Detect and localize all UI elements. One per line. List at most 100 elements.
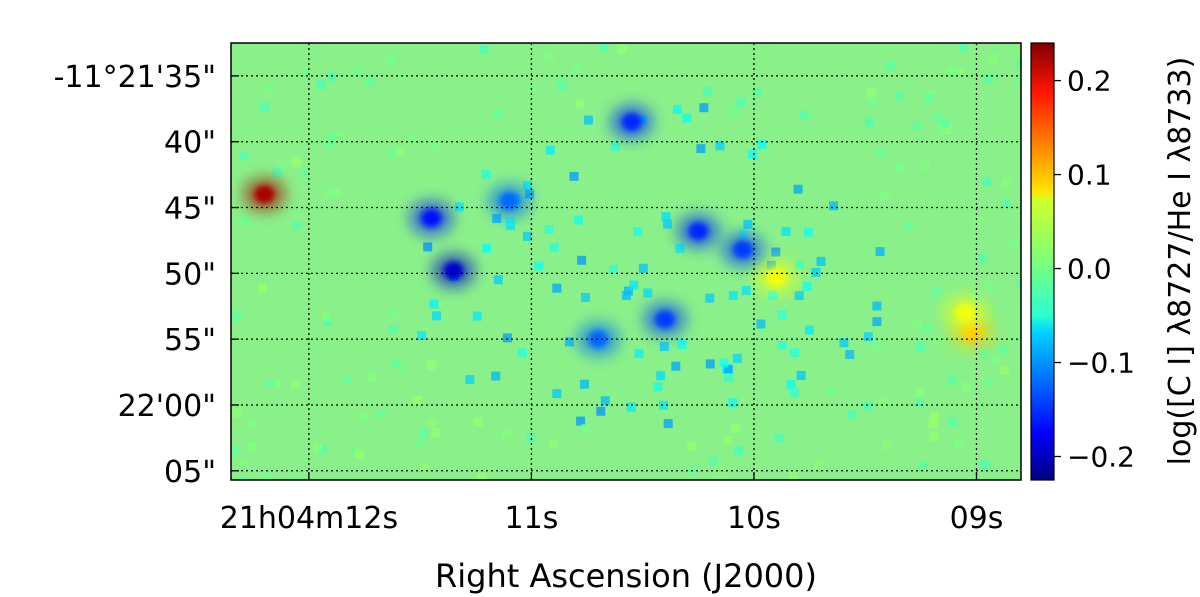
texture-cell	[626, 402, 636, 412]
texture-cell	[581, 424, 590, 434]
texture-cell	[656, 371, 666, 381]
texture-cell	[653, 382, 663, 392]
texture-cell	[501, 428, 511, 438]
texture-cell	[918, 461, 928, 470]
texture-cell	[1009, 238, 1019, 248]
texture-cell	[638, 263, 648, 273]
x-tick-label: 21h04m12s	[220, 501, 398, 536]
texture-cell	[724, 373, 734, 383]
texture-cell	[1017, 279, 1021, 289]
y-axis-ticks: -11°21'35" 40" 45" 50" 55" 22'00" 05"	[54, 60, 239, 490]
texture-cell	[634, 349, 644, 359]
texture-cell	[564, 337, 574, 347]
texture-cell	[300, 168, 310, 178]
texture-cell	[736, 97, 746, 107]
texture-cell	[569, 171, 579, 181]
texture-cell	[324, 188, 334, 198]
x-tick-label: 11s	[505, 501, 559, 536]
texture-cell	[505, 217, 515, 226]
texture-cell	[419, 428, 429, 438]
texture-cell	[948, 375, 958, 385]
texture-cell	[882, 441, 892, 451]
texture-cell	[912, 121, 922, 131]
texture-cell	[240, 477, 250, 480]
texture-cell	[257, 284, 267, 293]
heatmap-features	[242, 104, 994, 358]
texture-cell	[793, 184, 803, 194]
texture-cell	[715, 141, 725, 151]
texture-cell	[600, 396, 610, 406]
texture-cell	[427, 361, 437, 370]
texture-cell	[777, 310, 787, 320]
texture-cell	[545, 145, 555, 155]
texture-cell	[663, 419, 673, 429]
texture-cell	[753, 87, 762, 97]
texture-cell	[921, 324, 931, 334]
texture-cell	[866, 88, 876, 98]
texture-cell	[423, 242, 433, 252]
texture-cell	[491, 371, 501, 381]
texture-cell	[659, 342, 669, 352]
texture-cell	[814, 460, 824, 470]
heatmap-feature	[732, 240, 753, 259]
texture-cell	[868, 96, 878, 106]
texture-cell	[931, 287, 941, 297]
texture-cell	[864, 401, 873, 411]
texture-cell	[292, 220, 302, 230]
texture-cell	[788, 471, 798, 480]
y-tick-label: 05"	[164, 455, 216, 490]
texture-cell	[878, 398, 888, 408]
x-axis-label: Right Ascension (J2000)	[435, 557, 817, 595]
texture-cell	[231, 445, 240, 455]
texture-cell	[313, 443, 323, 453]
texture-cell	[816, 256, 826, 266]
texture-cell	[937, 122, 947, 132]
texture-cell	[492, 214, 502, 224]
texture-cell	[794, 291, 804, 301]
plot-frame	[230, 42, 1022, 481]
texture-cell	[534, 261, 544, 271]
texture-cell	[266, 378, 276, 388]
texture-cell	[391, 358, 401, 368]
texture-cell	[699, 103, 709, 113]
texture-cell	[786, 380, 796, 390]
texture-cell	[549, 242, 559, 252]
texture-cell	[388, 325, 398, 334]
texture-cell	[703, 86, 713, 96]
texture-cell	[921, 161, 931, 171]
texture-cell	[895, 91, 905, 101]
texture-cell	[522, 231, 532, 241]
texture-cell	[482, 243, 492, 253]
texture-cell	[417, 331, 427, 341]
heatmap-panel	[231, 43, 1021, 480]
texture-cell	[359, 412, 369, 422]
texture-cell	[527, 83, 537, 92]
texture-cell	[301, 68, 311, 78]
texture-cell	[985, 282, 995, 292]
texture-cell	[978, 253, 988, 263]
texture-cell	[332, 187, 342, 197]
texture-cell	[544, 225, 554, 234]
texture-cell	[984, 377, 994, 387]
texture-cell	[342, 375, 352, 385]
texture-cell	[732, 353, 742, 363]
texture-cell	[929, 432, 939, 442]
texture-cell	[291, 157, 301, 167]
texture-cell	[327, 131, 336, 141]
texture-cell	[774, 433, 784, 443]
heatmap-feature	[254, 185, 275, 204]
texture-cell	[972, 292, 982, 302]
texture-cell	[689, 465, 699, 475]
texture-cell	[474, 417, 484, 427]
texture-cell	[671, 361, 681, 371]
texture-cell	[934, 335, 943, 345]
texture-cell	[290, 380, 300, 390]
texture-cell	[979, 348, 989, 358]
y-tick-label: 22'00"	[118, 389, 216, 424]
texture-cell	[479, 44, 489, 54]
texture-cell	[984, 74, 994, 84]
texture-cell	[946, 66, 956, 76]
texture-cell	[790, 388, 800, 398]
texture-cell	[847, 410, 857, 420]
texture-cell	[415, 439, 425, 449]
